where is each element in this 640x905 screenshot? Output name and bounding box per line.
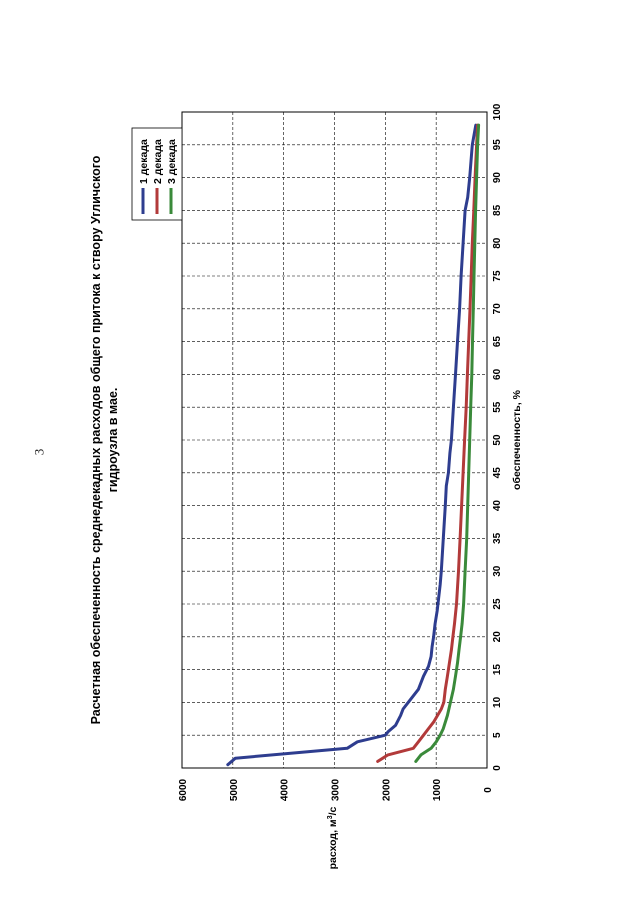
- x-tick-label: 60: [492, 368, 503, 380]
- y-tick-label: 6000: [178, 778, 189, 801]
- y-tick-label: 1000: [432, 778, 443, 801]
- x-tick-label: 35: [492, 532, 503, 544]
- x-tick-label: 85: [492, 204, 503, 216]
- x-tick-label: 45: [492, 467, 503, 479]
- legend-label-1: 1 декада: [138, 139, 150, 184]
- grid: [182, 112, 487, 768]
- chart-title-line1: Расчетная обеспеченность среднедекадных …: [89, 155, 103, 724]
- y-axis-title: расход, м3/с: [327, 806, 339, 869]
- series-group: [226, 123, 481, 767]
- legend: 1 декада 2 декада 3 декада: [131, 127, 183, 221]
- x-tick-label: 20: [492, 631, 503, 643]
- x-axis-title: обеспеченность, %: [511, 389, 523, 490]
- x-tick-label: 25: [492, 598, 503, 610]
- y-tick-label: 3000: [331, 778, 342, 801]
- x-tick-label: 65: [492, 336, 503, 348]
- x-tick-label: 30: [492, 565, 503, 577]
- x-tick-label: 40: [492, 500, 503, 512]
- x-tick-label: 80: [492, 237, 503, 249]
- x-tick-label: 70: [492, 303, 503, 315]
- y-tick-label: 2000: [381, 778, 392, 801]
- series-line-2: [376, 123, 480, 763]
- x-tick-label: 100: [492, 103, 503, 120]
- x-tick-label: 95: [492, 139, 503, 151]
- x-tick-label: 55: [492, 401, 503, 413]
- chart-title-line2: гидроузла в мае.: [106, 388, 120, 493]
- x-tick-label: 5: [492, 732, 503, 738]
- legend-label-2: 2 декада: [152, 139, 164, 184]
- series-line-1: [226, 123, 478, 767]
- x-tick-label: 10: [492, 696, 503, 708]
- tick-labels: 0 5 10 15 20 25 30 35 40 45 50 55 60 65 70 75 80 85 90 95 10…: [178, 103, 503, 801]
- x-tick-label: 75: [492, 270, 503, 282]
- x-tick-label: 0: [492, 765, 503, 771]
- series-line-3: [414, 123, 481, 763]
- x-tick-label: 15: [492, 664, 503, 676]
- plot-frame: [181, 111, 488, 769]
- y-tick-label: 4000: [280, 778, 291, 801]
- y-tick-label: 0: [483, 787, 494, 793]
- y-tick-label: 5000: [229, 778, 240, 801]
- legend-label-3: 3 декада: [166, 139, 178, 184]
- x-tick-label: 50: [492, 434, 503, 446]
- x-tick-label: 90: [492, 172, 503, 184]
